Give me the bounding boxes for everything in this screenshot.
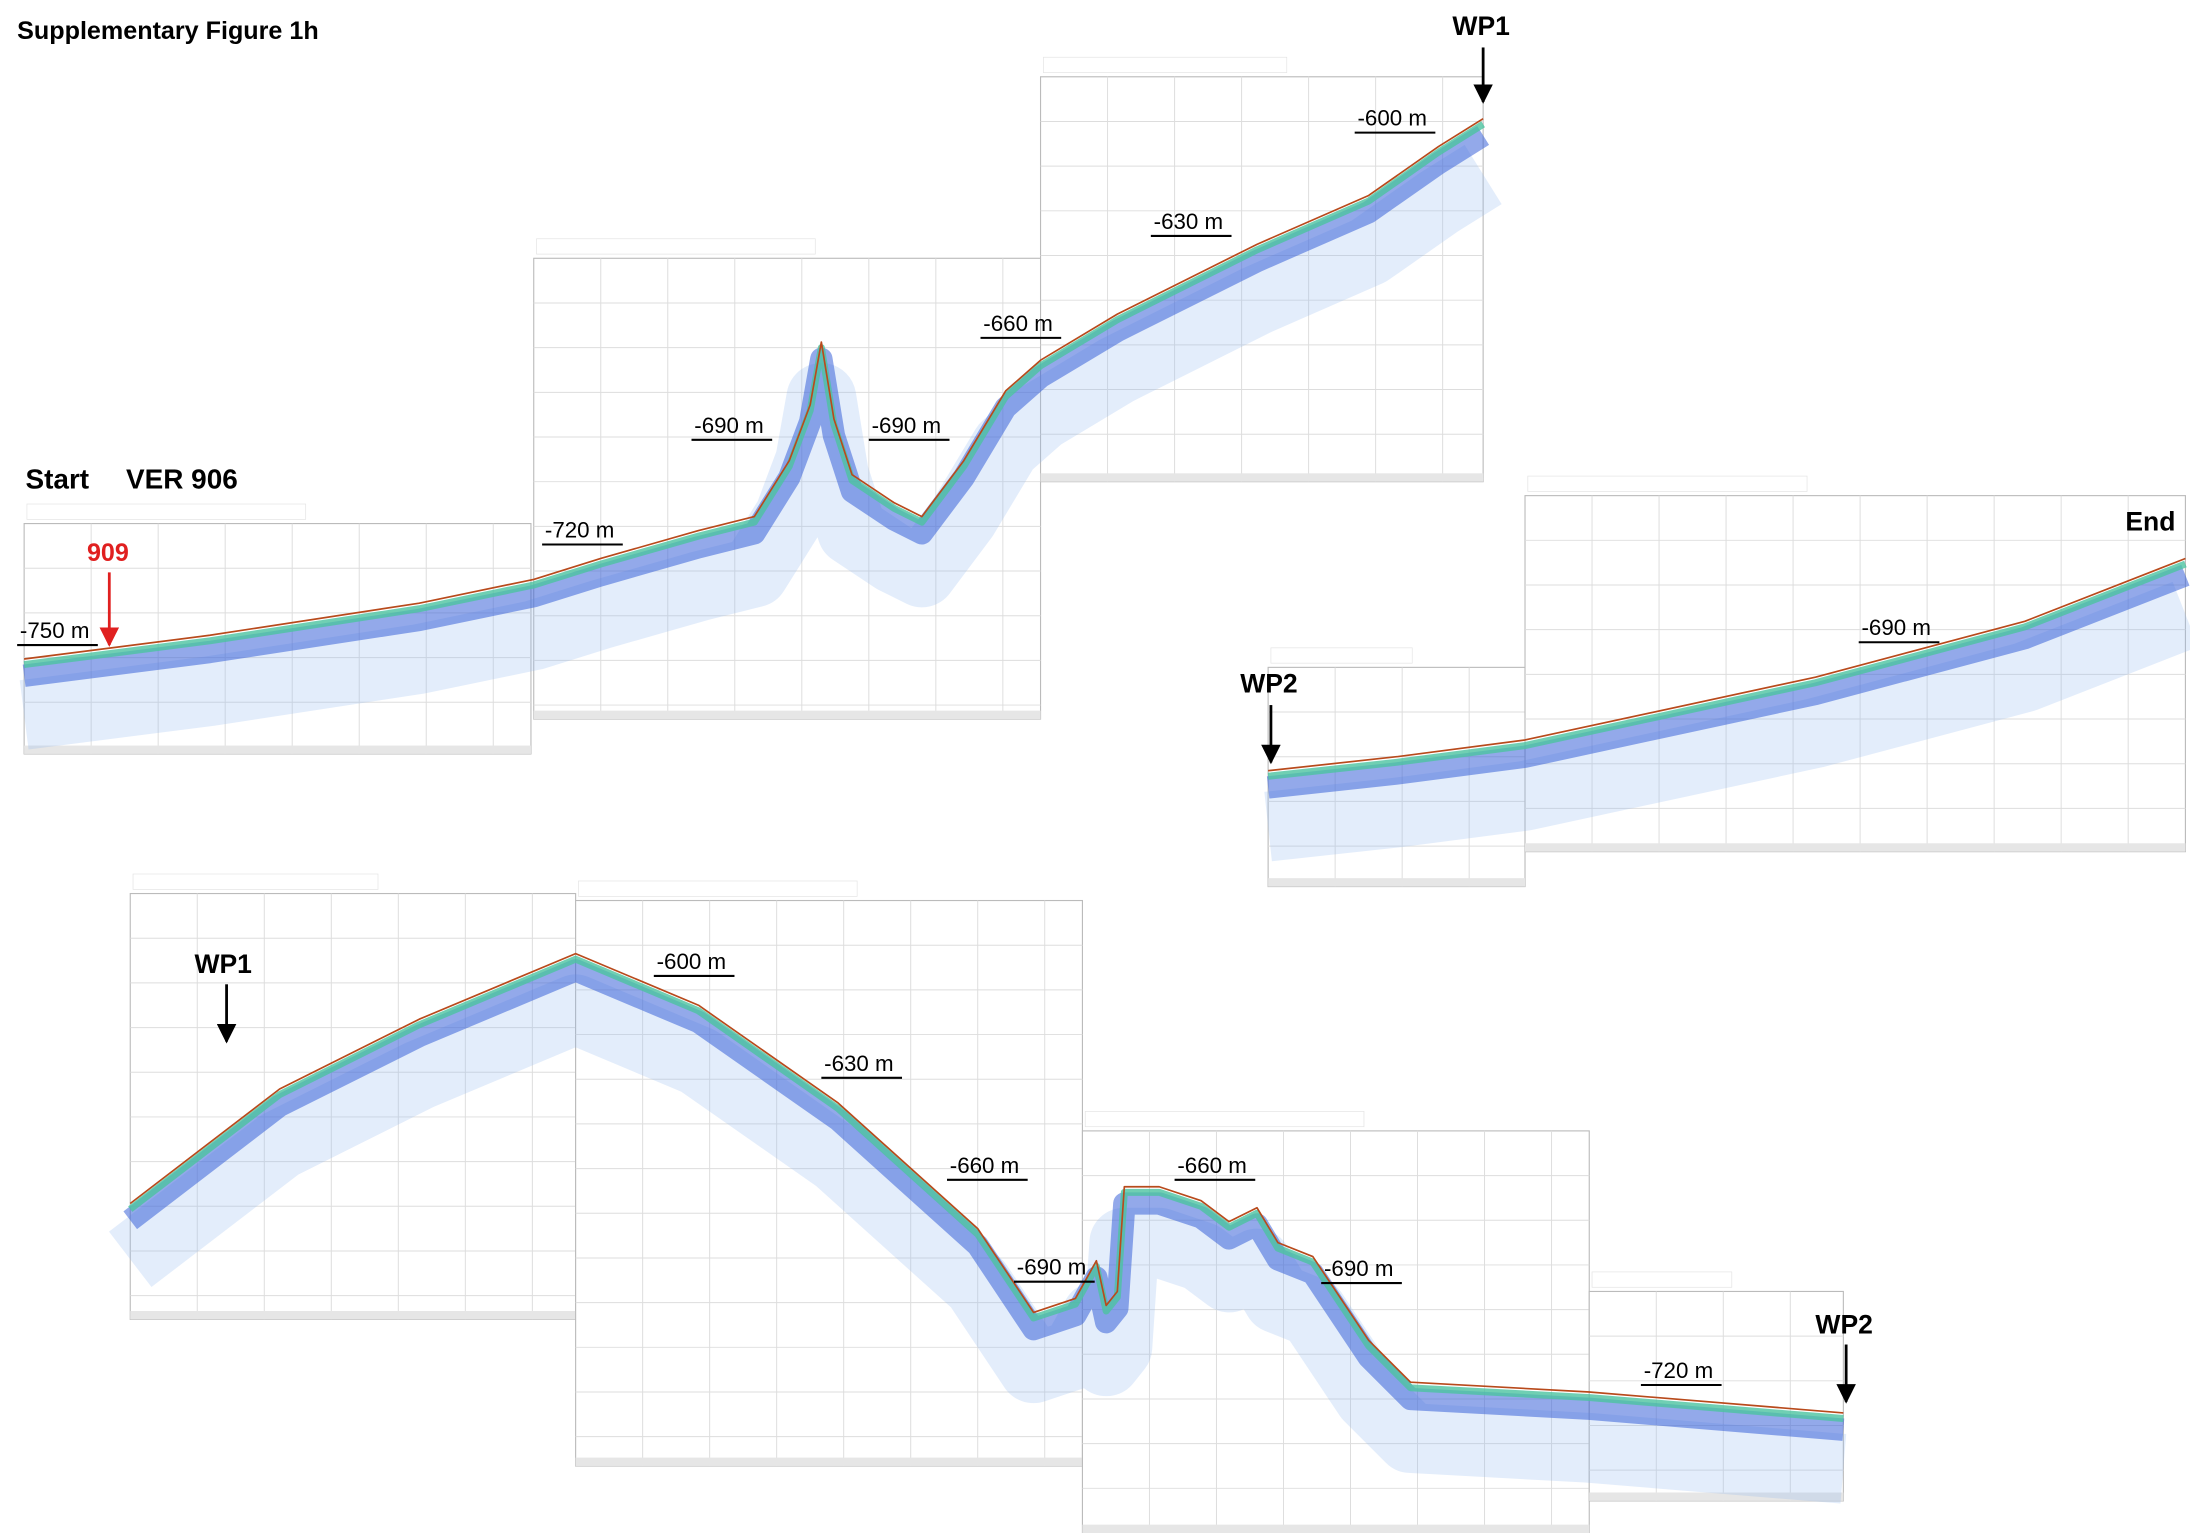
panel-header [132, 873, 379, 890]
depth-label: -660 m [950, 1153, 1020, 1178]
panel-header [1270, 647, 1413, 664]
end-label: End [2125, 507, 2175, 537]
line-label: VER 906 [126, 464, 238, 495]
sediment-top [128, 955, 1844, 1422]
marker-label: 909 [87, 539, 129, 567]
depth-label: -600 m [657, 949, 726, 974]
depth-label: -660 m [1177, 1153, 1247, 1178]
panel [1039, 76, 1484, 483]
sediment-layers [1266, 564, 2190, 799]
scale-bar [575, 1457, 1083, 1466]
start-label: Start [26, 464, 90, 495]
scale-bar [24, 745, 531, 754]
depth-label: -630 m [824, 1051, 894, 1076]
panel-header [578, 880, 858, 897]
sediment-layers [123, 959, 1845, 1441]
scale-bar [1525, 843, 2186, 852]
depth-label: -690 m [694, 413, 763, 438]
depth-label: -690 m [872, 413, 942, 438]
scale-bar [533, 710, 1041, 720]
sediment-shadow [1264, 581, 2190, 862]
waypoint-label: WP2 [1815, 1309, 1872, 1339]
scale-bar [1589, 1492, 1844, 1501]
profiles [19, 117, 2190, 1504]
panel [129, 892, 577, 1320]
seafloor [24, 117, 1484, 660]
sediment-top [23, 121, 1485, 669]
sediment-top [1267, 560, 2187, 780]
panel-header [1527, 475, 1808, 492]
annotations: Supplementary Figure 1h Start VER 906 90… [17, 11, 2175, 1404]
depth-label: -690 m [1017, 1255, 1086, 1280]
panel-header [536, 238, 816, 255]
waypoint-label: WP2 [1240, 669, 1297, 699]
scale-bar [1082, 1524, 1590, 1533]
panel-header [1591, 1271, 1733, 1288]
scale-bar [130, 1311, 576, 1320]
panel-header [1084, 1111, 1365, 1128]
depth-label: -630 m [1154, 209, 1224, 234]
figure-title: Supplementary Figure 1h [17, 17, 319, 45]
depth-label: -720 m [545, 518, 615, 543]
depth-label: -690 m [1862, 615, 1931, 640]
depth-label: -750 m [20, 618, 90, 643]
panel-header [1042, 56, 1288, 73]
depth-label: -600 m [1357, 106, 1427, 131]
depth-label: -660 m [983, 311, 1053, 336]
seafloor [129, 952, 1844, 1414]
waypoint-label: WP1 [1452, 11, 1510, 41]
scale-bar [1040, 473, 1484, 482]
panel-header [26, 503, 307, 520]
scale-bar [1268, 878, 1526, 887]
sediment-shadow [109, 974, 1847, 1504]
depth-label: -690 m [1324, 1256, 1394, 1281]
depth-label: -720 m [1644, 1358, 1713, 1383]
seafloor [1268, 557, 2186, 772]
waypoint-label: WP1 [194, 949, 252, 979]
sediment-shadow [19, 144, 1502, 750]
